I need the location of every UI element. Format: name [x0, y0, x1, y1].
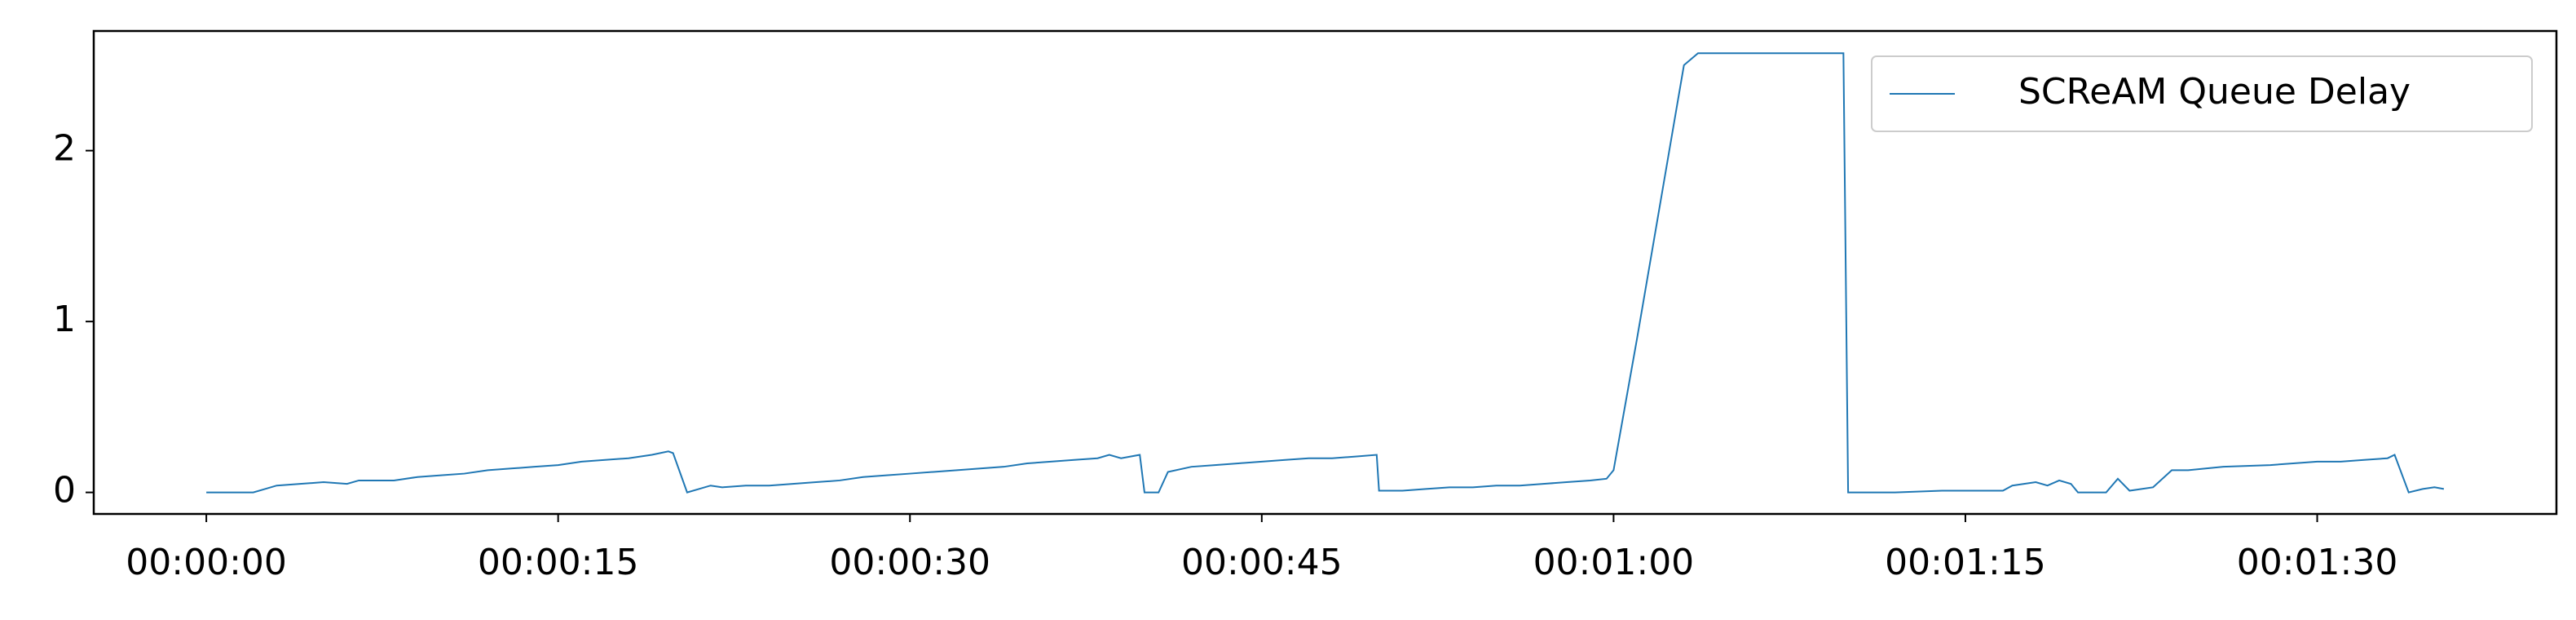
legend-box [1871, 55, 2533, 132]
legend-label: SCReAM Queue Delay [2018, 71, 2411, 113]
x-tick-label: 00:01:15 [1885, 542, 2046, 583]
x-tick-label: 00:01:00 [1533, 542, 1695, 583]
x-tick-label: 00:00:45 [1181, 542, 1343, 583]
x-tick-label: 00:00:30 [829, 542, 990, 583]
x-tick-label: 00:00:00 [126, 542, 287, 583]
y-tick-label: 0 [53, 470, 76, 512]
x-tick-label: 00:01:30 [2237, 542, 2398, 583]
x-tick-label: 00:00:15 [478, 542, 639, 583]
y-tick-label: 1 [53, 299, 76, 340]
plot-frame [92, 29, 2558, 516]
y-tick-label: 2 [53, 128, 76, 170]
data-line [206, 52, 2445, 494]
